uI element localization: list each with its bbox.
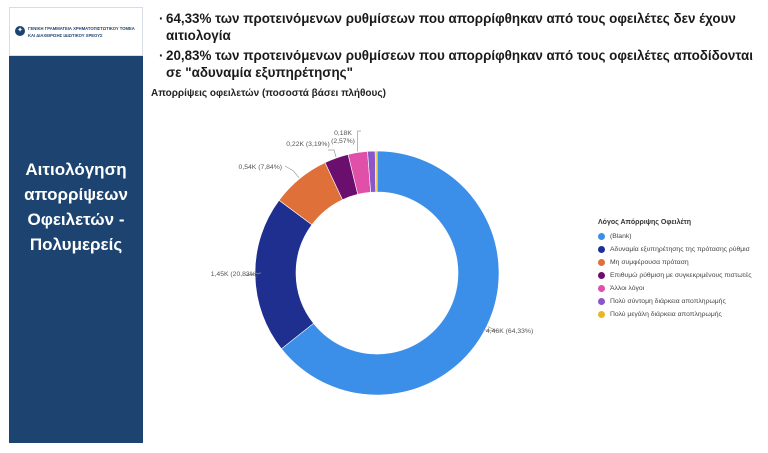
slice-leader-line bbox=[284, 165, 300, 179]
slice-leader-line bbox=[328, 149, 337, 158]
donut-slice[interactable] bbox=[280, 150, 500, 396]
slice-leader-line bbox=[244, 272, 262, 276]
slide-title-line: απορρίψεων bbox=[24, 185, 128, 204]
legend-swatch bbox=[598, 285, 605, 292]
donut-slice[interactable] bbox=[374, 150, 378, 193]
legend-label: (Blank) bbox=[610, 233, 632, 240]
slide-title-line: Πολυμερείς bbox=[29, 235, 123, 254]
slice-data-label: 4,46K (64,33%) bbox=[486, 328, 533, 335]
legend-entry[interactable]: (Blank) bbox=[598, 230, 752, 243]
legend-label: Επιθυμώ ρύθμιση με συγκεκριμένους πιστωτ… bbox=[610, 272, 752, 279]
finding-bullet: · 20,83% των προτεινόμενων ρυθμίσεων που… bbox=[159, 47, 764, 81]
sidebar-panel: ✦ ΓΕΝΙΚΗ ΓΡΑΜΜΑΤΕΙΑ ΧΡΗΜΑΤΟΠΙΣΤΩΤΙΚΟΥ ΤΟ… bbox=[9, 7, 143, 443]
slice-data-label: 0,54K (7,84%) bbox=[239, 164, 282, 171]
slice-data-label: 0,22K (3,19%) bbox=[286, 141, 329, 148]
legend-swatch bbox=[598, 311, 605, 318]
legend-swatch bbox=[598, 259, 605, 266]
slide-title-line: Αιτιολόγηση bbox=[25, 160, 127, 179]
legend-entry[interactable]: Αδυναμία εξυπηρέτησης της πρότασης ρύθμι… bbox=[598, 243, 752, 256]
slice-data-label: 1,45K (20,83%) bbox=[211, 271, 258, 278]
bullet-dot: · bbox=[159, 48, 164, 63]
slice-data-label: 0,18K (2,57%) bbox=[331, 130, 355, 145]
legend-entry[interactable]: Άλλοι λόγοι bbox=[598, 282, 752, 295]
legend-label: Αδυναμία εξυπηρέτησης της πρότασης ρύθμι… bbox=[610, 246, 750, 253]
logo-text-line2: ΚΑΙ ΔΙΑΧΕΙΡΙΣΗΣ ΙΔΙΩΤΙΚΟΥ ΧΡΕΟΥΣ bbox=[28, 33, 103, 38]
legend-swatch bbox=[598, 272, 605, 279]
donut-slice[interactable] bbox=[254, 199, 314, 350]
finding-text: 64,33% των προτεινόμενων ρυθμίσεων που α… bbox=[166, 11, 736, 43]
finding-bullet: · 64,33% των προτεινόμενων ρυθμίσεων που… bbox=[159, 10, 764, 44]
emblem-icon: ✦ bbox=[15, 26, 25, 36]
legend-swatch bbox=[598, 233, 605, 240]
legend-label: Άλλοι λόγοι bbox=[610, 285, 645, 292]
legend-label: Μη συμφέρουσα πρόταση bbox=[610, 259, 689, 266]
legend-swatch bbox=[598, 298, 605, 305]
legend-swatch bbox=[598, 246, 605, 253]
chart-legend: Λόγος Απόρριψης Οφειλέτη (Blank) Αδυναμία… bbox=[598, 219, 752, 321]
legend-entry[interactable]: Επιθυμώ ρύθμιση με συγκεκριμένους πιστωτ… bbox=[598, 269, 752, 282]
legend-entry[interactable]: Πολύ σύντομη διάρκεια αποπληρωμής bbox=[598, 295, 752, 308]
slice-leader-line bbox=[357, 130, 361, 152]
slide-title-line: Οφειλετών - bbox=[27, 210, 125, 229]
organization-logo: ✦ ΓΕΝΙΚΗ ΓΡΑΜΜΑΤΕΙΑ ΧΡΗΜΑΤΟΠΙΣΤΩΤΙΚΟΥ ΤΟ… bbox=[9, 7, 143, 56]
finding-text: 20,83% των προτεινόμενων ρυθμίσεων που α… bbox=[166, 48, 753, 80]
slide-title: Αιτιολόγηση απορρίψεων Οφειλετών - Πολυμ… bbox=[9, 157, 143, 257]
chart-title: Απορρίψεις οφειλετών (ποσοστά βάσει πλήθ… bbox=[151, 88, 386, 99]
legend-entry[interactable]: Πολύ μεγάλη διάρκεια αποπληρωμής bbox=[598, 308, 752, 321]
logo-text-line1: ΓΕΝΙΚΗ ΓΡΑΜΜΑΤΕΙΑ ΧΡΗΜΑΤΟΠΙΣΤΩΤΙΚΟΥ ΤΟΜΕ… bbox=[28, 26, 135, 31]
legend-entry[interactable]: Μη συμφέρουσα πρόταση bbox=[598, 256, 752, 269]
legend-label: Πολύ σύντομη διάρκεια αποπληρωμής bbox=[610, 298, 726, 305]
bullet-dot: · bbox=[159, 11, 164, 26]
key-findings: · 64,33% των προτεινόμενων ρυθμίσεων που… bbox=[159, 10, 764, 84]
slice-leader-line bbox=[482, 326, 497, 331]
legend-label: Πολύ μεγάλη διάρκεια αποπληρωμής bbox=[610, 311, 722, 318]
legend-title: Λόγος Απόρριψης Οφειλέτη bbox=[598, 219, 692, 226]
